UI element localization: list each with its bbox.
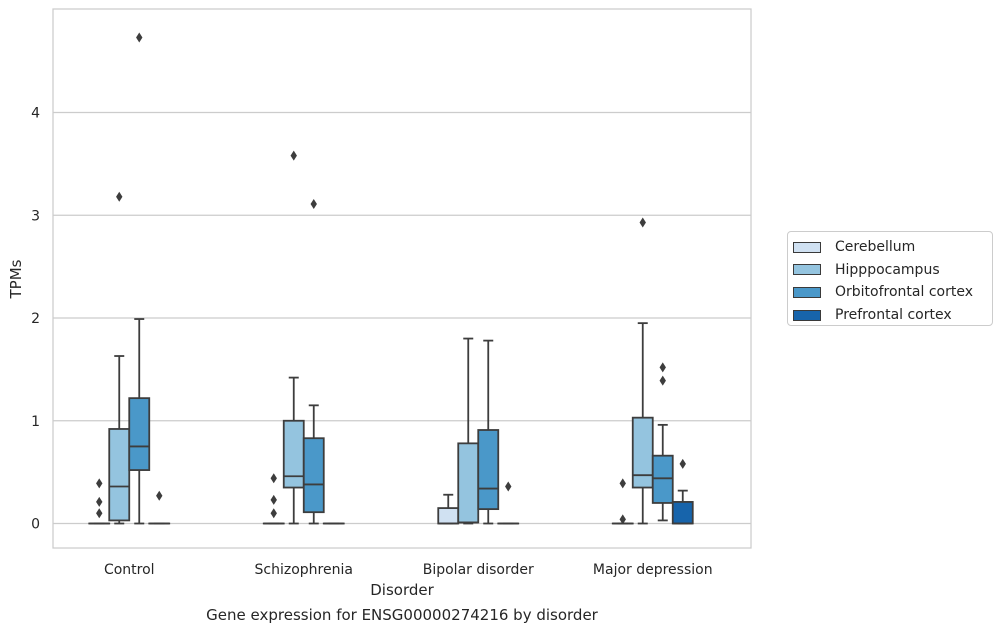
- y-tick-label: 1: [31, 414, 40, 430]
- box-element: [148, 490, 171, 525]
- box-iqr: [457, 442, 480, 524]
- box-iqr: [302, 437, 325, 514]
- box-element: [477, 339, 500, 525]
- outlier-point: [619, 514, 626, 525]
- legend-swatch: [793, 286, 821, 298]
- legend-label: Prefrontal cortex: [835, 307, 952, 324]
- box-element: [671, 458, 694, 525]
- box-iqr: [651, 454, 674, 504]
- box-element: [88, 478, 111, 525]
- outlier-point: [679, 458, 686, 469]
- outlier-point: [270, 494, 277, 505]
- box-element: [108, 191, 131, 525]
- box-iqr: [437, 507, 460, 525]
- box-iqr: [671, 501, 694, 525]
- legend-label: Hipppocampus: [835, 261, 940, 278]
- box-series: [88, 32, 694, 525]
- y-axis-label: TPMs: [7, 259, 25, 299]
- box-element: [302, 198, 325, 525]
- box-iqr: [631, 416, 654, 489]
- box-element: [497, 481, 520, 525]
- chart-caption: Gene expression for ENSG00000274216 by d…: [206, 606, 598, 624]
- box-element: [651, 362, 674, 522]
- legend-item: Prefrontal cortex: [793, 304, 992, 327]
- series-cerebellum: [88, 473, 634, 525]
- legend-item: Orbitofrontal cortex: [793, 281, 992, 304]
- outlier-point: [659, 362, 666, 373]
- series-prefrontal-cortex: [148, 458, 694, 525]
- y-tick-label: 4: [31, 106, 40, 122]
- outlier-point: [96, 508, 103, 519]
- y-tick-label: 2: [31, 311, 40, 327]
- box-element: [457, 337, 480, 525]
- series-orbitofrontal-cortex: [128, 32, 674, 525]
- outlier-point: [116, 191, 123, 202]
- y-tick-label: 3: [31, 208, 40, 224]
- x-tick-label: Control: [104, 562, 155, 578]
- outlier-point: [96, 496, 103, 507]
- x-tick-label: Schizophrenia: [255, 562, 353, 578]
- legend-label: Orbitofrontal cortex: [835, 284, 973, 301]
- box-iqr: [108, 428, 131, 522]
- legend-label: Cerebellum: [835, 239, 916, 256]
- legend-item: Cerebellum: [793, 236, 992, 259]
- box-element: [611, 478, 634, 525]
- outlier-point: [156, 490, 163, 501]
- box-element: [437, 493, 460, 525]
- x-axis-label: Disorder: [370, 581, 434, 599]
- box-iqr: [282, 419, 305, 489]
- y-tick-labels: 0 1 2 3 4: [31, 106, 40, 533]
- legend-item: Hipppocampus: [793, 259, 992, 282]
- outlier-point: [659, 375, 666, 386]
- x-tick-label: Major depression: [593, 562, 713, 578]
- legend: Cerebellum Hipppocampus Orbitofrontal cort…: [787, 231, 993, 326]
- outlier-point: [270, 508, 277, 519]
- outlier-point: [505, 481, 512, 492]
- box-iqr: [128, 397, 151, 471]
- box-iqr: [477, 429, 500, 511]
- series-hipppocampus: [108, 150, 654, 525]
- x-tick-label: Bipolar disorder: [423, 562, 534, 578]
- outlier-point: [639, 217, 646, 228]
- outlier-point: [619, 478, 626, 489]
- legend-swatch: [793, 241, 821, 253]
- box-element: [262, 473, 285, 525]
- y-tick-label: 0: [31, 517, 40, 533]
- outlier-point: [310, 198, 317, 209]
- box-element: [631, 217, 654, 525]
- outlier-point: [136, 32, 143, 43]
- outlier-point: [270, 473, 277, 484]
- box-element: [128, 32, 151, 525]
- legend-swatch: [793, 309, 821, 321]
- outlier-point: [290, 150, 297, 161]
- legend-swatch: [793, 264, 821, 276]
- outlier-point: [96, 478, 103, 489]
- x-tick-labels: Control Schizophrenia Bipolar disorder Majo…: [104, 562, 713, 578]
